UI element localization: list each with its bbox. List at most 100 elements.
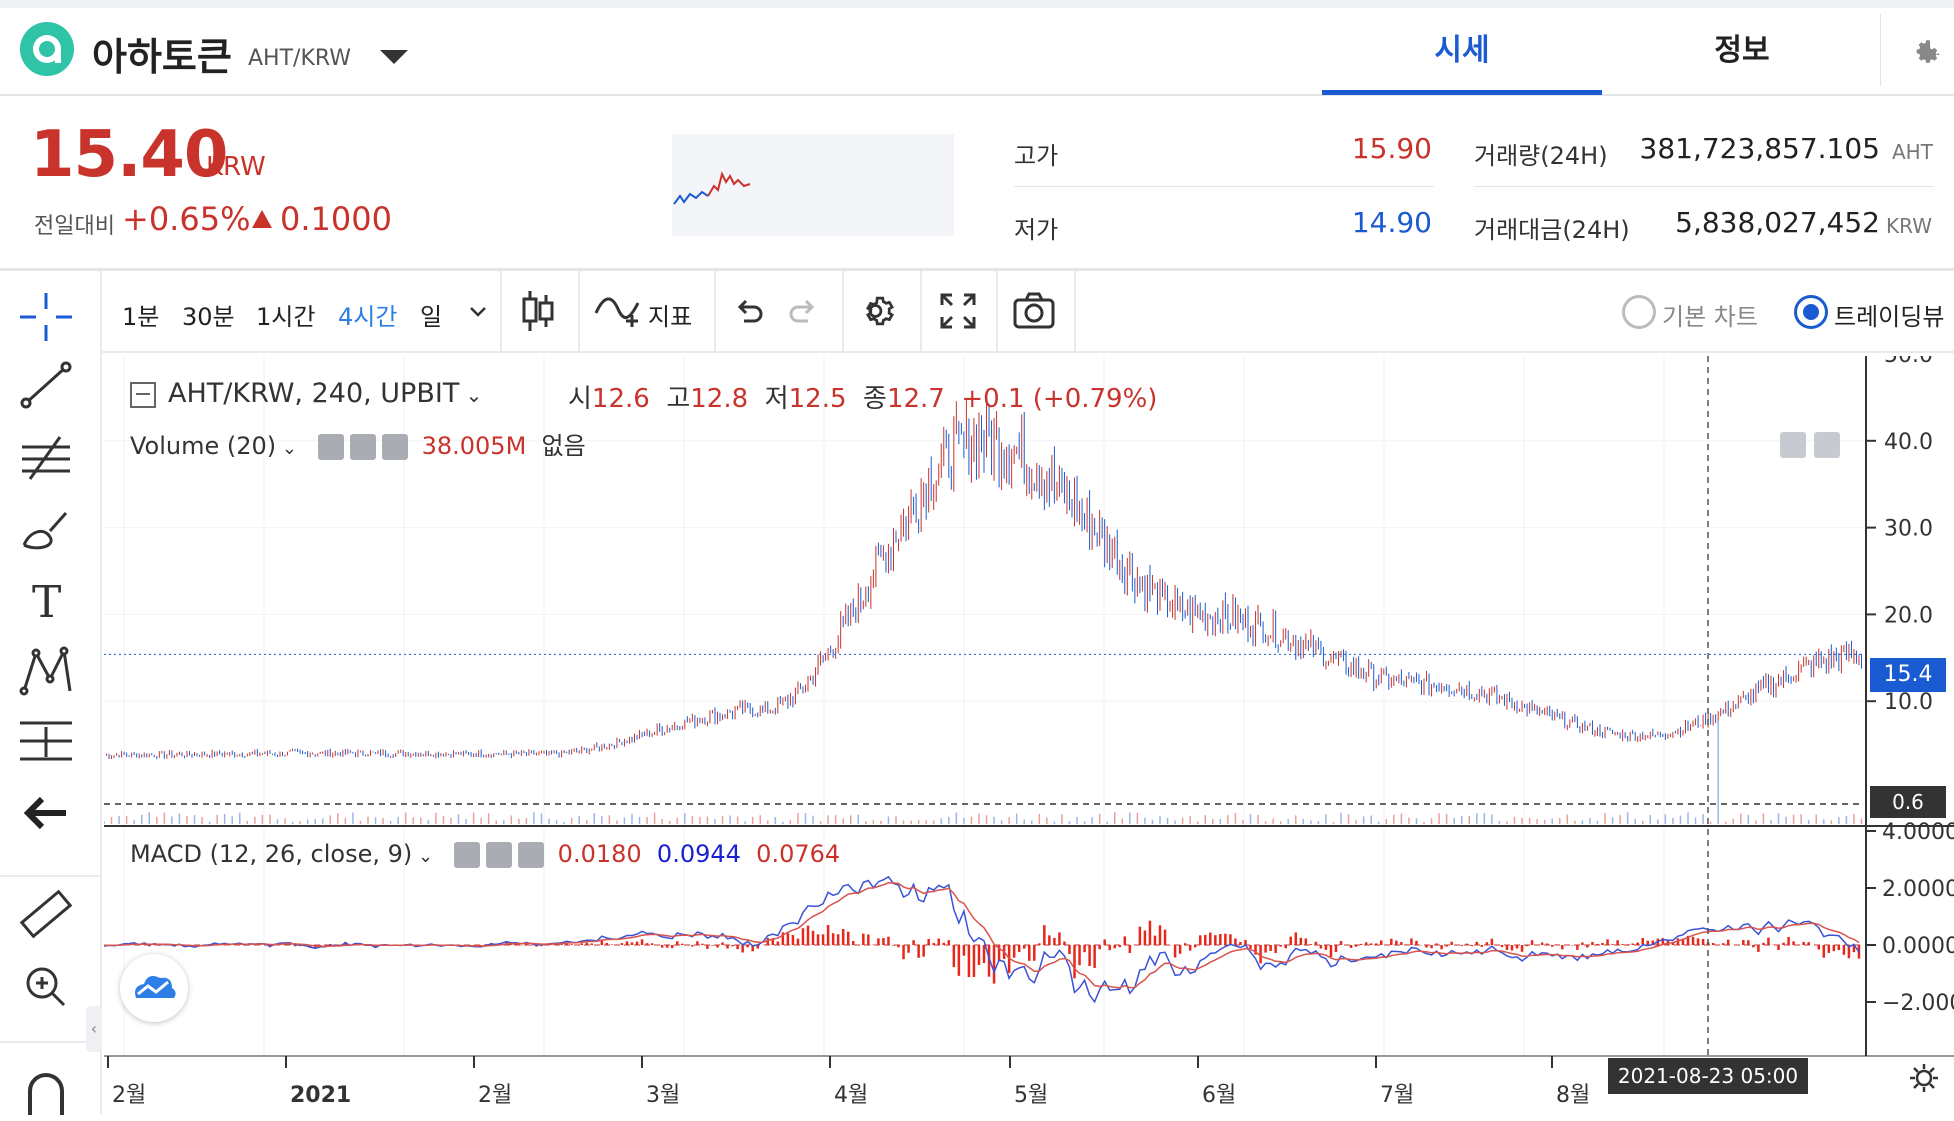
price-axis-label: 10.0	[1884, 690, 1933, 715]
pattern-icon[interactable]	[16, 643, 76, 699]
collapse-icon[interactable]	[130, 381, 156, 408]
volume-legend: Volume (20) ⌄ 38.005M 없음	[130, 426, 586, 461]
scroll-updown-icon[interactable]	[1814, 432, 1840, 458]
measure-icon[interactable]	[16, 713, 76, 769]
svg-text:T: T	[32, 577, 61, 627]
amount-unit: KRW	[1886, 214, 1932, 238]
time-axis-label: 8월	[1556, 1083, 1590, 1108]
settings-gear-icon[interactable]	[1910, 36, 1944, 70]
scroll-down-icon[interactable]	[1780, 432, 1806, 458]
tab-active-indicator	[1322, 90, 1602, 95]
ohlc-close: 12.7	[886, 384, 945, 414]
high-label: 고가	[1014, 142, 1059, 170]
amount-value: 5,838,027,452	[1675, 206, 1880, 239]
stat-divider	[1014, 186, 1434, 187]
ohlc-low-label: 저	[764, 384, 789, 414]
indicator-remove-icon[interactable]	[381, 434, 408, 460]
volume-dropdown-icon[interactable]: ⌄	[276, 438, 303, 459]
radio-basic-chart[interactable]	[1622, 295, 1656, 329]
macd-visibility-eye-icon[interactable]	[454, 842, 481, 868]
current-price: 15.40	[30, 118, 228, 192]
price-axis-label: 30.0	[1884, 517, 1933, 542]
volume-legend-text: Volume (20)	[130, 432, 277, 460]
undo-icon[interactable]	[734, 297, 764, 325]
macd-remove-icon[interactable]	[518, 842, 545, 868]
ruler-icon[interactable]	[16, 887, 76, 943]
redo-icon[interactable]	[788, 297, 818, 325]
coin-name: 아하토큰	[92, 35, 232, 79]
text-tool-icon[interactable]: T	[16, 571, 76, 628]
interval-30m[interactable]: 30분	[182, 303, 235, 331]
candle-type-icon[interactable]	[520, 289, 556, 333]
indicator-settings-icon[interactable]	[349, 434, 376, 460]
collapse-toolbar-handle[interactable]: ‹	[86, 1006, 102, 1052]
macd-axis-label: 0.0000	[1882, 934, 1954, 959]
high-value: 15.90	[1351, 132, 1432, 165]
ohlc-open: 12.6	[591, 384, 650, 414]
volume-value: 381,723,857.105	[1639, 132, 1880, 165]
ohlc-close-label: 종	[863, 384, 887, 414]
tab-info[interactable]: 정보	[1714, 33, 1770, 68]
indicator-icon[interactable]	[594, 291, 642, 331]
change-percent: +0.65%	[122, 200, 251, 238]
axis-settings-icon[interactable]	[1906, 1060, 1942, 1096]
ohlc-low: 12.5	[788, 384, 847, 414]
chart-settings-icon[interactable]	[858, 289, 902, 333]
tradingview-label[interactable]: 트레이딩뷰	[1834, 303, 1945, 331]
chart-panel[interactable]: 50.0 40.0 30.0 20.0 10.0 4.0000 2.0000 0.0000 −2…	[104, 356, 1954, 1114]
interval-1m[interactable]: 1분	[122, 303, 160, 331]
toolbar-divider	[714, 271, 716, 351]
macd-dropdown-icon[interactable]: ⌄	[412, 846, 439, 867]
drawing-toolbar: T	[0, 271, 102, 1117]
low-value: 14.90	[1351, 206, 1432, 239]
price-chart-svg[interactable]: 50.0 40.0 30.0 20.0 10.0 4.0000 2.0000 0.0000 −2…	[104, 356, 1954, 1114]
price-axis-label: 20.0	[1884, 603, 1933, 628]
brush-icon[interactable]	[16, 501, 76, 557]
cloud-icon	[135, 976, 176, 998]
ohlc-open-label: 시	[568, 384, 592, 414]
zoom-in-icon[interactable]	[16, 959, 76, 1015]
indicator-label[interactable]: 지표	[648, 303, 693, 331]
macd-hist-value: 0.0180	[557, 840, 642, 868]
time-axis-label: 2월	[478, 1083, 512, 1108]
visibility-eye-icon[interactable]	[317, 434, 344, 460]
volume-legend-value: 38.005M	[421, 432, 527, 460]
toolbar-divider	[0, 875, 100, 877]
time-axis-label: 2월	[112, 1083, 146, 1108]
change-value: 0.1000	[280, 200, 392, 238]
change-label: 전일대비	[34, 214, 115, 239]
fib-tool-icon[interactable]	[16, 429, 76, 485]
chart-cloud-button[interactable]	[120, 954, 188, 1022]
tab-price[interactable]: 시세	[1434, 33, 1490, 68]
time-axis-label: 2021	[290, 1083, 351, 1108]
macd-line	[104, 875, 1860, 1004]
toolbar-divider	[920, 271, 922, 351]
toolbar-divider	[500, 271, 502, 351]
symbol-dropdown-icon[interactable]: ⌄	[459, 383, 483, 407]
interval-dropdown-icon[interactable]	[468, 301, 488, 321]
interval-1h[interactable]: 1시간	[256, 303, 316, 331]
coin-pair: AHT/KRW	[248, 46, 352, 71]
coin-dropdown-icon[interactable]	[380, 50, 408, 64]
volume-legend-extra: 없음	[541, 432, 586, 460]
last-price-tag: 15.4	[1870, 658, 1946, 692]
magnet-icon[interactable]	[16, 1061, 76, 1117]
time-axis-label: 4월	[834, 1083, 868, 1108]
toolbar-divider	[0, 1041, 100, 1043]
macd-legend-text: MACD (12, 26, close, 9)	[130, 840, 413, 868]
fullscreen-icon[interactable]	[938, 291, 978, 331]
trend-line-icon[interactable]	[16, 357, 76, 413]
radio-tradingview[interactable]	[1794, 295, 1828, 329]
back-arrow-icon[interactable]	[16, 785, 76, 841]
camera-icon[interactable]	[1012, 291, 1056, 331]
top-strip	[0, 0, 1954, 8]
ohlc-high: 12.8	[690, 384, 749, 414]
crosshair-icon[interactable]	[16, 289, 76, 345]
basic-chart-label[interactable]: 기본 차트	[1662, 303, 1758, 331]
interval-4h[interactable]: 4시간	[338, 303, 398, 331]
interval-day[interactable]: 일	[420, 303, 443, 331]
toolbar-divider	[996, 271, 998, 351]
up-triangle-icon	[252, 210, 272, 228]
macd-settings-icon[interactable]	[486, 842, 513, 868]
app-header	[0, 8, 1954, 96]
